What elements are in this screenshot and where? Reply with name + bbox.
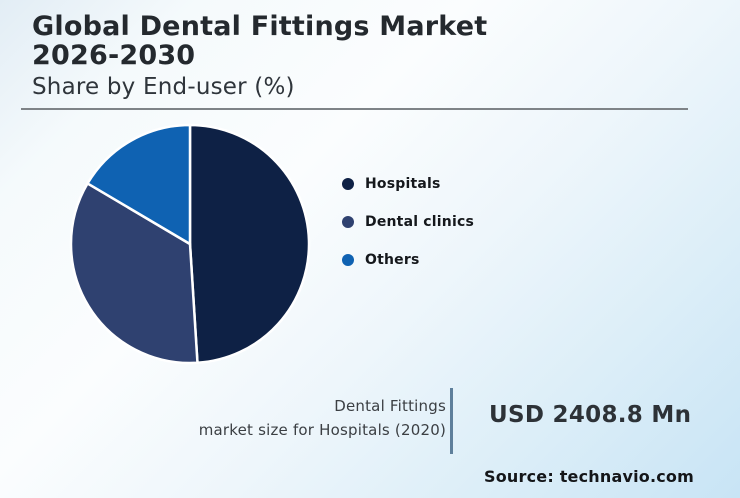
page-title-line1: Global Dental Fittings Market	[32, 11, 488, 42]
legend-label: Hospitals	[365, 176, 441, 192]
stat-value: USD 2408.8 Mn	[489, 402, 692, 428]
legend-dot-dental-clinics-icon	[342, 216, 354, 228]
legend-item-dental-clinics: Dental clinics	[342, 214, 474, 230]
pie-chart	[69, 123, 311, 365]
legend-label: Dental clinics	[365, 214, 474, 230]
legend-dot-circle	[342, 216, 354, 228]
stat-label-line1: Dental Fittings	[334, 397, 446, 415]
stat-label-line2: market size for Hospitals (2020)	[198, 421, 446, 439]
header: Global Dental Fittings Market 2026-2030 …	[32, 11, 488, 101]
legend-dot-hospitals-icon	[342, 178, 354, 190]
pie-chart-container	[67, 121, 313, 367]
stat-label: Dental Fittings market size for Hospital…	[140, 394, 446, 442]
pie-slice-others	[86, 123, 192, 246]
page-title-line2: 2026-2030	[32, 39, 196, 71]
legend-label: Others	[365, 252, 420, 268]
legend-dot-circle	[342, 178, 354, 190]
pie-slice-dental-clinics	[69, 182, 199, 365]
chart-legend: Hospitals Dental clinics Others	[342, 176, 474, 290]
legend-item-hospitals: Hospitals	[342, 176, 474, 192]
legend-dot-circle	[342, 254, 354, 266]
source-credit: Source: technavio.com	[484, 467, 694, 486]
stat-divider	[450, 388, 453, 454]
page-title: Global Dental Fittings Market 2026-2030	[32, 11, 488, 71]
header-divider	[21, 108, 688, 110]
pie-slice-hospitals	[188, 123, 311, 365]
page-subtitle: Share by End-user (%)	[32, 74, 295, 101]
legend-dot-others-icon	[342, 254, 354, 266]
legend-item-others: Others	[342, 252, 474, 268]
